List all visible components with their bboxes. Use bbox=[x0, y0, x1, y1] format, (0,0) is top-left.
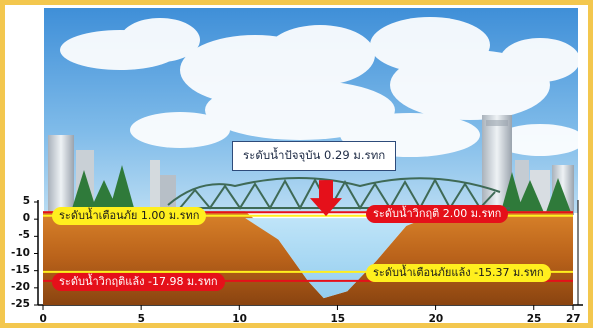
x-tick-label: 10 bbox=[232, 313, 247, 325]
warning-high-label: ระดับน้ำเตือนภัย 1.00 ม.รทก bbox=[52, 207, 207, 225]
x-tick-label: 20 bbox=[428, 313, 444, 325]
down-arrow-icon bbox=[310, 180, 342, 217]
critical-high-label: ระดับน้ำวิกฤติ 2.00 ม.รทก bbox=[366, 205, 509, 223]
tick-marks bbox=[34, 201, 574, 310]
current-level-arrow bbox=[310, 180, 342, 217]
y-tick-label: -20 bbox=[11, 280, 30, 293]
y-tick-label: 0 bbox=[22, 212, 30, 225]
current-level-label: ระดับน้ำปัจจุบัน 0.29 ม.รทก bbox=[232, 141, 397, 171]
y-tick-label: -10 bbox=[11, 246, 30, 259]
water-area bbox=[245, 218, 426, 299]
x-tick-label: 25 bbox=[526, 313, 542, 325]
warning-low-label: ระดับน้ำเตือนภัยแล้ง -15.37 ม.รทก bbox=[366, 264, 551, 282]
y-tick-label: 5 bbox=[22, 195, 30, 207]
critical-low-label: ระดับน้ำวิกฤติแล้ง -17.98 ม.รทก bbox=[52, 273, 225, 291]
trees bbox=[70, 165, 572, 215]
x-tick-label: 15 bbox=[330, 313, 346, 325]
x-tick-label: 27 bbox=[566, 313, 581, 325]
y-tick-label: -5 bbox=[18, 229, 30, 242]
x-tick-label: 5 bbox=[137, 313, 145, 325]
y-tick-label: -25 bbox=[11, 298, 30, 310]
clouds bbox=[60, 17, 585, 157]
y-tick-label: -15 bbox=[11, 263, 30, 276]
river-water bbox=[245, 218, 426, 299]
x-tick-label: 0 bbox=[39, 313, 47, 325]
